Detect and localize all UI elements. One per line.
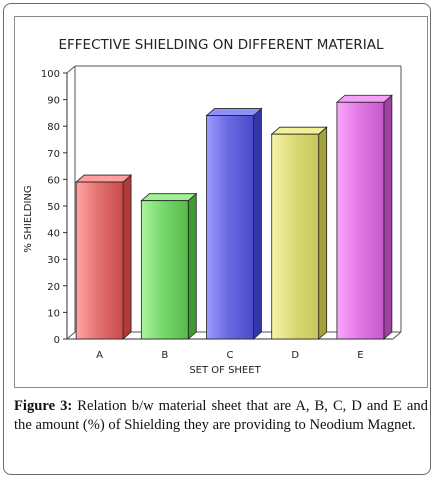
x-tick-label: C [227,350,234,361]
bar-side [383,94,393,340]
y-tick-label: 90 [47,96,60,107]
x-tick-label: A [96,350,103,361]
bar-A [75,174,133,340]
y-tick-label: 50 [47,202,60,213]
bar-side [122,174,132,340]
bar-C [205,107,263,340]
bar-side [318,126,328,340]
bar-front [140,200,189,340]
x-axis-label: SET OF SHEET [189,365,261,376]
y-tick-label: 10 [47,308,60,319]
bar-side [187,192,197,340]
bar-front [271,133,320,340]
bar-E [335,94,393,340]
bar-side [253,107,262,340]
bar-top [205,108,263,116]
chart-title: EFFECTIVE SHIELDING ON DIFFERENT MATERIA… [58,37,383,53]
bar-front [206,115,254,340]
caption-text: Relation b/w material sheet that are A, … [14,398,428,433]
bar-top [270,126,328,135]
y-tick-label: 60 [47,175,60,186]
bar-B [140,192,198,340]
x-tick-label: D [291,350,299,361]
y-tick-label: 30 [47,255,60,266]
figure-caption: Figure 3: Relation b/w material sheet th… [14,397,428,435]
y-tick-label: 20 [47,282,60,293]
y-axis-label: % SHIELDING [23,185,34,252]
x-tick-label: B [161,350,168,361]
y-tick-label: 80 [47,122,60,133]
figure-frame: EFFECTIVE SHIELDING ON DIFFERENT MATERIA… [3,3,431,475]
y-tick-label: 0 [54,335,60,346]
bar-front [75,181,124,340]
bar-top [75,174,133,183]
caption-label: Figure 3: [14,398,73,414]
y-ticks: 0 10 20 30 40 50 60 70 80 90 100 [41,69,67,346]
y-tick-label: 100 [41,69,60,80]
bar-top [140,193,198,202]
chart-area: EFFECTIVE SHIELDING ON DIFFERENT MATERIA… [14,16,428,388]
y-tick-label: 40 [47,229,60,240]
bar-D [270,126,328,340]
bar-chart: EFFECTIVE SHIELDING ON DIFFERENT MATERIA… [23,37,402,376]
bar-top [335,94,393,103]
bars [75,94,393,340]
x-ticks: A B C D E [96,350,363,361]
x-tick-label: E [357,350,363,361]
bar-front [336,101,385,340]
y-tick-label: 70 [47,149,60,160]
